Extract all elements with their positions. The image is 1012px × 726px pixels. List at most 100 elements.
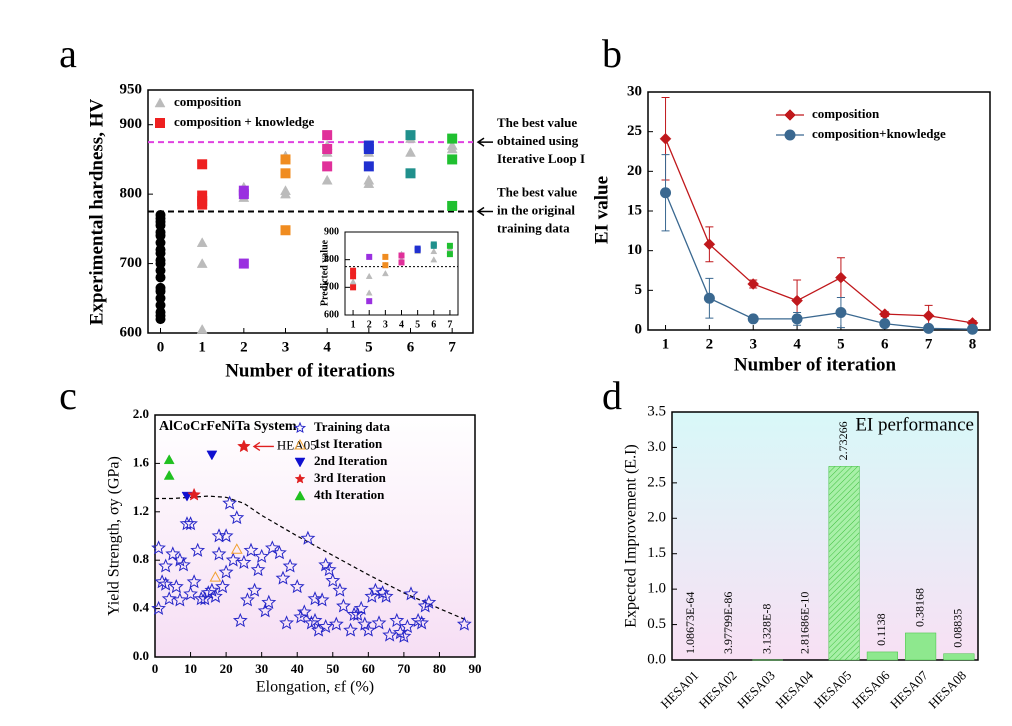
value-label: 2.73266 [836, 421, 850, 460]
marker [247, 582, 262, 597]
marker [350, 284, 357, 291]
x-tick-label: 20 [220, 661, 233, 676]
marker [447, 200, 458, 211]
marker [289, 578, 305, 594]
marker [375, 585, 390, 600]
marker [318, 619, 334, 634]
y-tick-label: 700 [324, 282, 339, 293]
marker [218, 564, 234, 579]
y-tick-label: 950 [120, 81, 143, 97]
plot-area [671, 411, 979, 661]
y-tick-label: 800 [120, 186, 143, 202]
x-tick-label: 4 [793, 336, 801, 352]
marker [414, 615, 430, 630]
marker [332, 582, 348, 597]
x-tick-label: 5 [415, 319, 420, 330]
x-tick-label: 50 [326, 661, 339, 676]
arrow [252, 441, 274, 452]
x-tick-label: HESA04 [772, 667, 816, 711]
plot-area [344, 231, 459, 316]
marker [363, 174, 375, 185]
legend-marker [784, 129, 796, 141]
legend-marker [294, 438, 306, 450]
marker [293, 609, 309, 624]
panel-letter: d [602, 373, 622, 418]
legend-label: 3rd Iteration [314, 470, 387, 485]
marker [923, 322, 935, 334]
y-tick-label: 600 [324, 309, 339, 320]
marker [414, 245, 421, 252]
marker [280, 185, 291, 195]
marker [209, 571, 222, 582]
marker [396, 628, 412, 643]
marker [446, 242, 453, 249]
panel-letter: b [602, 31, 622, 76]
y-tick-label: 3.0 [647, 439, 666, 455]
marker [421, 594, 437, 609]
y-tick-label: 700 [120, 255, 143, 271]
marker [350, 267, 357, 274]
marker [366, 298, 373, 305]
bar [943, 653, 975, 661]
y-tick-label: 2.0 [133, 406, 149, 421]
marker [430, 256, 438, 263]
arrow [476, 137, 493, 147]
x-tick-label: HESA07 [887, 667, 931, 711]
marker [381, 269, 389, 277]
marker [196, 237, 208, 247]
y-axis-label: Expected Improvement (E.I) [623, 444, 640, 627]
marker [382, 253, 389, 260]
x-tick-label: 6 [431, 319, 436, 330]
marker [400, 619, 415, 634]
x-tick-label: 2 [240, 339, 248, 355]
legend-label: 1st Iteration [314, 436, 383, 451]
x-tick-label: 30 [255, 661, 268, 676]
marker [264, 540, 280, 555]
marker [155, 282, 166, 293]
x-tick-label: HESA06 [849, 667, 893, 711]
x-tick-label: HESA01 [658, 668, 702, 712]
legend-marker [155, 118, 165, 128]
marker [238, 258, 249, 269]
marker [378, 588, 394, 603]
marker [211, 546, 227, 561]
marker [343, 622, 358, 637]
y-tick-label: 600 [120, 324, 143, 340]
marker [230, 543, 243, 554]
marker [232, 612, 248, 628]
y-tick-label: 1.6 [133, 454, 150, 469]
x-tick-label: 3 [282, 339, 290, 355]
marker [155, 265, 166, 276]
marker [325, 572, 341, 588]
marker [215, 578, 230, 594]
reference-label: obtained using [497, 133, 579, 148]
marker [151, 540, 166, 555]
marker [405, 146, 416, 157]
marker [155, 227, 166, 238]
y-axis-label: Experimental hardness, HV [86, 99, 107, 326]
marker [314, 592, 330, 607]
marker [296, 604, 312, 619]
x-tick-label: 6 [407, 339, 415, 355]
x-tick-label: HESA05 [811, 668, 855, 712]
marker [218, 528, 234, 543]
marker [430, 241, 437, 248]
x-tick-label: 5 [365, 339, 373, 355]
marker [155, 244, 166, 255]
bar [828, 466, 860, 661]
marker [257, 603, 273, 618]
chart-title: AlCoCrFeNiTa System [159, 419, 297, 434]
marker [353, 600, 369, 615]
x-tick-label: 90 [469, 661, 482, 676]
marker [446, 251, 453, 258]
y-tick-label: 0.0 [647, 651, 666, 667]
marker [238, 185, 249, 196]
y-tick-label: 900 [324, 226, 339, 237]
marker [447, 133, 458, 144]
value-label: 1.08673E-64 [683, 592, 697, 654]
legend-label: Training data [314, 419, 390, 434]
reference-label: training data [497, 220, 570, 235]
marker [405, 130, 416, 141]
marker [366, 253, 373, 260]
marker [349, 278, 357, 285]
